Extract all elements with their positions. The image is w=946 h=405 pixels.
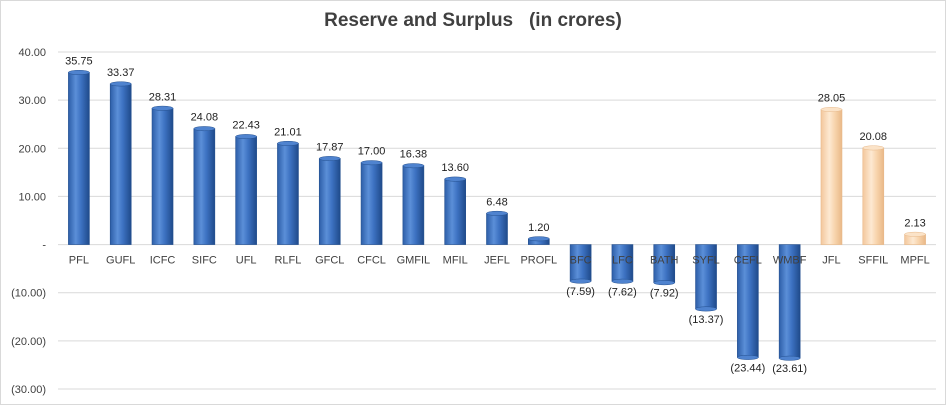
category-label: JEFL — [484, 255, 510, 267]
category-label: GMFIL — [397, 255, 431, 267]
category-label: ICFC — [150, 255, 176, 267]
data-label: 24.08 — [191, 112, 219, 124]
category-label: JFL — [822, 255, 840, 267]
category-label: MFIL — [443, 255, 468, 267]
chart-title: Reserve and Surplus (in crores) — [324, 10, 622, 31]
bar-rlfl — [277, 143, 299, 245]
category-label: RLFL — [274, 255, 301, 267]
bar-cap — [778, 355, 801, 361]
bar-jefl — [486, 213, 508, 245]
data-label: 6.48 — [486, 196, 507, 208]
data-label: 35.75 — [65, 55, 93, 67]
bar-gufl — [109, 83, 132, 245]
y-tick-label: 40.00 — [18, 47, 46, 59]
category-label: CEFL — [734, 255, 762, 267]
category-label: GUFL — [106, 255, 135, 267]
category-label: PROFL — [520, 255, 557, 267]
bar-icfc — [151, 107, 174, 245]
y-tick-label: 10.00 — [18, 191, 46, 203]
category-label: PFL — [69, 255, 89, 267]
data-label: 16.38 — [400, 149, 428, 161]
bar-sffil — [862, 147, 885, 245]
bar-cap — [235, 134, 257, 140]
data-label: 28.31 — [149, 91, 177, 103]
data-label: (7.62) — [608, 286, 637, 298]
category-label: BATH — [650, 255, 679, 267]
bar-cap — [695, 306, 717, 312]
y-tick-label: - — [42, 240, 46, 252]
bar-cap — [528, 236, 550, 242]
bar-cap — [569, 278, 592, 284]
bar-jfl — [820, 109, 843, 245]
bar-cap — [277, 140, 299, 146]
category-label: SFFIL — [858, 255, 888, 267]
data-label: (23.44) — [730, 362, 765, 374]
bar-cap — [486, 210, 508, 216]
bar-cap — [109, 81, 132, 87]
bar-cap — [653, 280, 675, 286]
bar-gfcl — [318, 158, 341, 245]
data-label: 33.37 — [107, 67, 135, 79]
bar-pfl — [68, 72, 90, 245]
category-label: CFCL — [357, 255, 386, 267]
bar-cap — [737, 354, 759, 360]
bar-cap — [862, 145, 885, 151]
data-label: 21.01 — [274, 126, 302, 138]
bar-cap — [68, 70, 90, 75]
bar-sifc — [193, 128, 216, 245]
bar-cap — [904, 231, 926, 237]
category-label: MPFL — [900, 255, 929, 267]
category-label: BFC — [570, 255, 592, 267]
data-label: 17.87 — [316, 142, 344, 154]
data-label: 22.43 — [232, 120, 260, 132]
category-label: LFC — [612, 255, 633, 267]
bar-cap — [151, 105, 174, 111]
bar-gmfil — [402, 165, 425, 245]
data-labels: 35.75 33.37 28.31 24.08 22.43 21.01 17.87 17.00… — [65, 55, 926, 375]
bar-cap — [444, 176, 466, 182]
bar-mfil — [444, 178, 466, 245]
data-label: 1.20 — [528, 222, 549, 234]
data-label: 20.08 — [860, 131, 888, 143]
y-tick-label: 30.00 — [18, 95, 46, 107]
bar-cap — [402, 163, 425, 169]
category-label: SYFL — [692, 255, 720, 267]
data-label: (7.92) — [650, 288, 679, 300]
bar-cap — [611, 278, 634, 284]
data-label: 28.05 — [818, 93, 846, 105]
bar-cap — [319, 156, 341, 161]
category-label: UFL — [236, 255, 257, 267]
data-label: (13.37) — [689, 314, 724, 326]
y-tick-label: (10.00) — [11, 288, 46, 300]
data-label: 2.13 — [904, 217, 925, 229]
data-label: (23.61) — [772, 363, 807, 375]
bar-cfcl — [360, 162, 383, 245]
bar-cap — [820, 107, 843, 112]
data-label: 13.60 — [441, 162, 469, 174]
category-label: WMBF — [773, 255, 807, 267]
category-labels: PFL GUFL ICFC SIFC UFL RLFL GFCL CFCL GMFIL MFIL J… — [69, 255, 930, 267]
bar-cap — [360, 160, 383, 166]
y-tick-label: (20.00) — [11, 336, 46, 348]
y-tick-label: 20.00 — [18, 143, 46, 155]
data-label: (7.59) — [566, 286, 595, 298]
y-tick-label: (30.00) — [11, 384, 46, 396]
data-label: 17.00 — [358, 146, 386, 158]
bar-ufl — [235, 136, 257, 245]
y-axis-ticks: 40.00 30.00 20.00 10.00 - (10.00) (20.00) (30.0… — [11, 47, 46, 396]
bar-cap — [193, 126, 216, 132]
category-label: GFCL — [315, 255, 344, 267]
bars — [68, 70, 926, 361]
category-label: SIFC — [192, 255, 217, 267]
